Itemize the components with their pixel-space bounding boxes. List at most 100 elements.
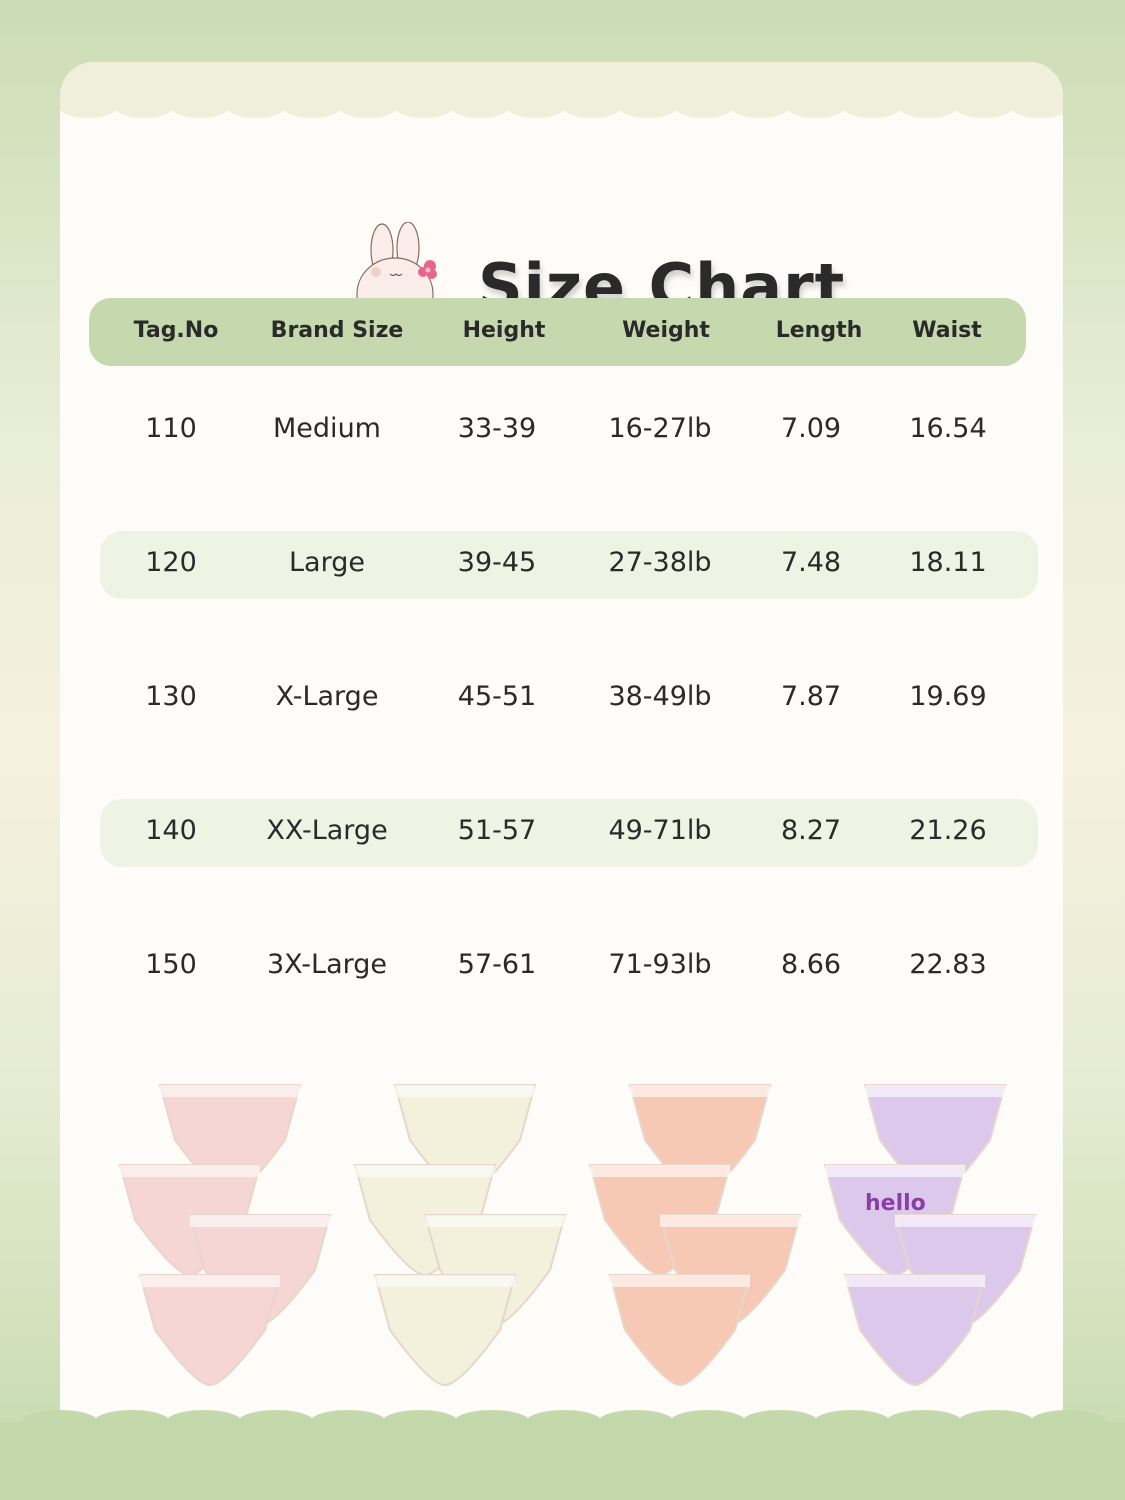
scallop [170,102,230,118]
brief-garment [608,1274,752,1387]
cell-waist: 16.54 [909,413,987,444]
scallop [598,1410,674,1434]
scallop [670,1410,746,1434]
scallop [60,102,118,118]
scallop [742,1410,818,1434]
brief-garment [843,1274,987,1387]
cell-length: 8.66 [780,949,842,980]
waistband [190,1215,330,1227]
cell-weight: 38-49lb [608,681,712,712]
scallop [394,102,454,118]
cell-weight: 16-27lb [608,413,712,444]
cell-height: 33-39 [457,413,537,444]
scallop [814,1410,890,1434]
cell-tag-no: 130 [145,681,197,712]
scallop [382,1410,458,1434]
brief-garment [373,1274,517,1387]
scallop [226,102,286,118]
cell-brand-size: 3X-Large [266,949,388,980]
scallop [238,1410,314,1434]
waistband [140,1275,280,1287]
cell-tag-no: 150 [145,949,197,980]
waistband [660,1215,800,1227]
cell-brand-size: Large [289,547,365,578]
cell-length: 8.27 [780,815,842,846]
scallop [166,1410,242,1434]
scallop [674,102,734,118]
cell-waist: 18.11 [909,547,987,578]
cell-tag-no: 140 [145,815,197,846]
waistband [395,1085,535,1097]
cell-height: 39-45 [457,547,537,578]
cell-length: 7.48 [780,547,842,578]
scallop [1030,1410,1106,1434]
cell-waist: 22.83 [909,949,987,980]
header-waist: Waist [912,318,982,343]
product-stack [588,1084,802,1387]
scallop [954,102,1014,118]
cell-brand-size: XX-Large [266,815,388,846]
cell-brand-size: X-Large [275,681,379,712]
waistband [845,1275,985,1287]
waistband [120,1165,260,1177]
header-brand-size: Brand Size [270,318,404,343]
scallop [730,102,790,118]
cell-weight: 49-71lb [608,815,712,846]
waistband [610,1275,750,1287]
cell-waist: 19.69 [909,681,987,712]
scallop [618,102,678,118]
scallop [454,1410,530,1434]
table-row: 130 X-Large 45-51 38-49lb 7.87 19.69 [100,665,1038,733]
scallop [22,1410,98,1434]
brief-garment [138,1274,282,1387]
scallop-edge-top [60,102,1063,118]
table-row: 150 3X-Large 57-61 71-93lb 8.66 22.83 [100,933,1038,1001]
scallop [526,1410,602,1434]
scallop [842,102,902,118]
scallop [338,102,398,118]
table-row: 110 Medium 33-39 16-27lb 7.09 16.54 [100,397,1038,465]
scallop [114,102,174,118]
waistband [355,1165,495,1177]
header-tag-no: Tag.No [133,318,219,343]
scallop [310,1410,386,1434]
scallop [450,102,510,118]
product-stack [823,1084,1037,1387]
scallop [506,102,566,118]
scallop [94,1410,170,1434]
waistband [375,1275,515,1287]
waistband [825,1165,965,1177]
cell-height: 51-57 [457,815,537,846]
scallop [786,102,846,118]
cell-length: 7.87 [780,681,842,712]
waistband [895,1215,1035,1227]
cell-length: 7.09 [780,413,842,444]
scallop [282,102,342,118]
scallop [958,1410,1034,1434]
cell-brand-size: Medium [273,413,381,444]
product-photos: hello [118,1084,1037,1387]
scallop [562,102,622,118]
waistband [160,1085,300,1097]
scallop [898,102,958,118]
waistband [590,1165,730,1177]
header-length: Length [775,318,863,343]
waistband [630,1085,770,1097]
cell-height: 45-51 [457,681,537,712]
product-stack [353,1084,567,1387]
cell-tag-no: 120 [145,547,197,578]
cell-tag-no: 110 [145,413,197,444]
cell-waist: 21.26 [909,815,987,846]
header-weight: Weight [622,318,710,343]
cell-weight: 27-38lb [608,547,712,578]
table-header: Tag.No Brand Size Height Weight Length W… [89,298,1026,366]
scallop [886,1410,962,1434]
scallop-border-bottom [0,1410,1125,1500]
table-row: 140 XX-Large 51-57 49-71lb 8.27 21.26 [100,799,1038,867]
hello-print: hello [865,1191,926,1216]
product-stack [118,1084,332,1387]
scallop [1010,102,1063,118]
header-height: Height [462,318,546,343]
waistband [425,1215,565,1227]
table-row: 120 Large 39-45 27-38lb 7.48 18.11 [100,531,1038,599]
